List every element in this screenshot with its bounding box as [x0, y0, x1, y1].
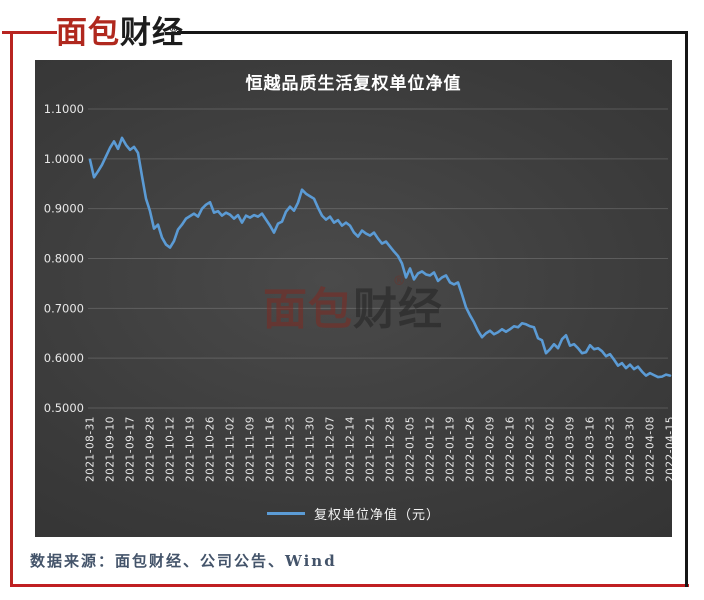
x-tick-label: 2021-11-09: [245, 416, 257, 482]
x-tick-label: 2022-04-08: [645, 416, 657, 482]
legend-label: 复权单位净值（元）: [313, 508, 440, 523]
x-tick-label: 2021-10-12: [165, 416, 177, 482]
x-tick-label: 2022-03-16: [585, 416, 597, 482]
x-tick-label: 2021-11-16: [265, 416, 277, 482]
x-tick-label: 2022-03-30: [625, 416, 637, 482]
x-tick-label: 2022-01-12: [425, 416, 437, 482]
chart-panel: 1.1000 1.0000 0.9000 0.8000 0.7000 0.6000 0.50…: [35, 60, 672, 537]
data-source-note: 数据来源：面包财经、公司公告、Wind: [30, 552, 337, 570]
x-tick-label: 2022-02-16: [505, 416, 517, 482]
x-tick-label: 2021-12-28: [385, 416, 397, 482]
y-tick-label: 0.5000: [44, 401, 84, 415]
frame-bottom-red-line: [10, 584, 689, 587]
x-tick-label: 2021-11-30: [305, 416, 317, 482]
x-tick-label: 2022-03-02: [545, 416, 557, 482]
y-tick-label: 0.8000: [44, 252, 84, 266]
x-tick-label: 2022-01-26: [465, 416, 477, 482]
x-tick-label: 2021-12-21: [365, 416, 377, 482]
y-tick-label: 0.9000: [44, 202, 84, 216]
frame-corner-red-line: [2, 31, 57, 34]
legend-line-swatch: [266, 512, 305, 515]
x-tick-label: 2022-03-23: [605, 416, 617, 482]
registered-trademark-icon: ®: [168, 24, 179, 35]
x-tick-label: 2022-04-15: [665, 416, 673, 482]
x-tick-label: 2022-03-09: [565, 416, 577, 482]
chart-title: 恒越品质生活复权单位净值: [245, 74, 462, 94]
x-tick-label: 2022-02-09: [485, 416, 497, 482]
breadfinance-logo: 面包财经 ®: [56, 11, 184, 55]
x-tick-label: 2022-01-05: [405, 416, 417, 482]
x-tick-label: 2021-09-10: [105, 416, 117, 482]
x-tick-label: 2021-10-26: [205, 416, 217, 482]
frame-right-black-line: [685, 31, 688, 587]
net-value-line-chart: 1.1000 1.0000 0.9000 0.8000 0.7000 0.6000 0.50…: [44, 102, 673, 482]
chart-legend: 复权单位净值（元）: [35, 504, 672, 523]
frame-top-black-line: [177, 31, 688, 34]
x-tick-label: 2022-02-23: [525, 416, 537, 482]
net-value-series-line: [88, 136, 672, 379]
x-tick-label: 2021-12-14: [345, 416, 357, 482]
x-tick-label: 2021-11-02: [225, 416, 237, 482]
logo-text-red: 面包: [56, 15, 120, 51]
x-tick-label: 2021-08-31: [85, 416, 97, 482]
logo-text-black: 财经 ®: [120, 15, 184, 51]
frame-left-red-line: [10, 31, 13, 587]
x-tick-label: 2021-10-19: [185, 416, 197, 482]
y-tick-label: 1.0000: [44, 152, 84, 166]
x-tick-label: 2021-11-23: [285, 416, 297, 482]
y-tick-label: 1.1000: [44, 102, 84, 116]
x-tick-label: 2021-12-07: [325, 416, 337, 482]
y-tick-label: 0.6000: [44, 351, 84, 365]
x-tick-label: 2021-09-28: [145, 416, 157, 482]
x-tick-label: 2021-09-17: [125, 416, 137, 482]
y-tick-label: 0.7000: [44, 301, 84, 315]
x-tick-label: 2022-01-19: [445, 416, 457, 482]
